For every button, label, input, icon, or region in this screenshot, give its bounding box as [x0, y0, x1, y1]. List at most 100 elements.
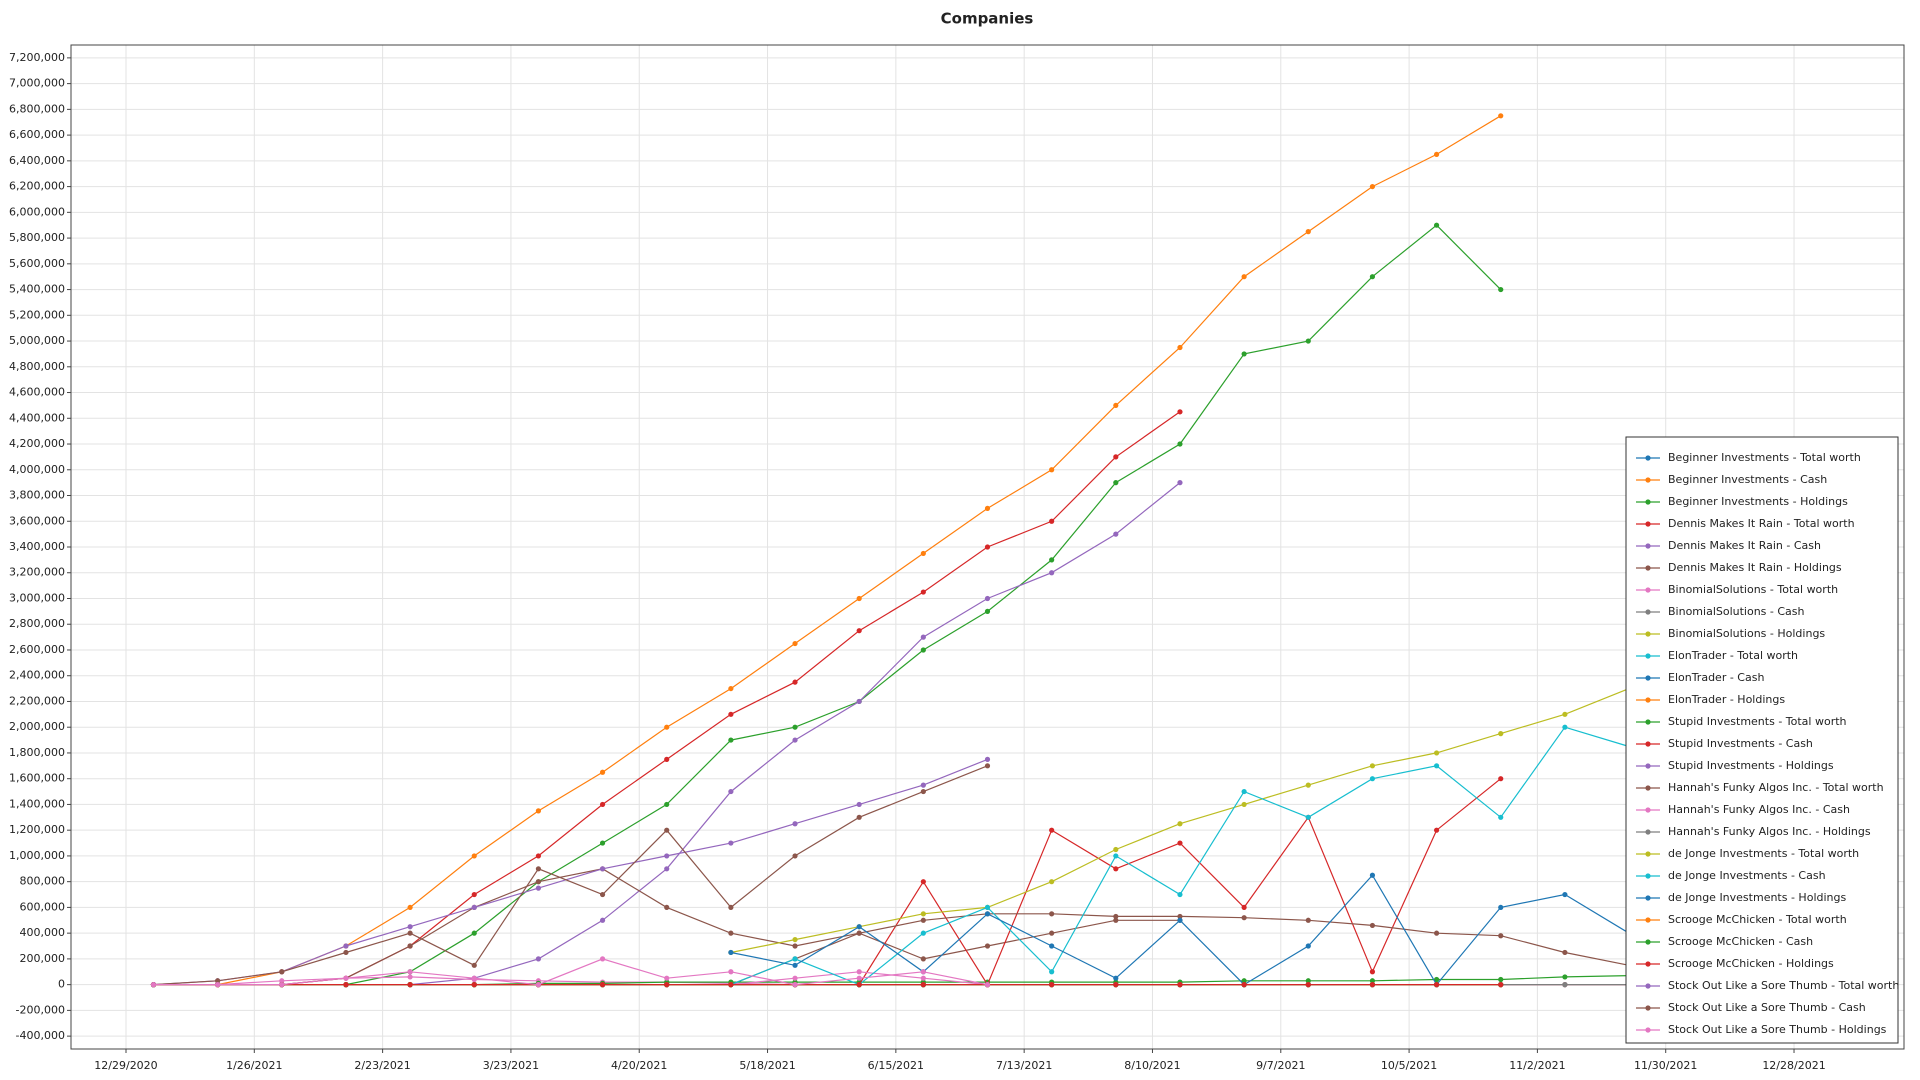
- legend-marker: [1645, 565, 1651, 571]
- point: [1305, 943, 1311, 949]
- point: [920, 634, 926, 640]
- point: [1049, 557, 1055, 563]
- y-tick-label: 800,000: [20, 875, 66, 888]
- point: [664, 853, 670, 859]
- point: [1113, 531, 1119, 537]
- point: [1498, 814, 1504, 820]
- y-tick-label: 400,000: [20, 926, 66, 939]
- point: [1305, 982, 1311, 988]
- legend-label: Dennis Makes It Rain - Total worth: [1668, 517, 1855, 530]
- point: [664, 724, 670, 730]
- point: [1177, 891, 1183, 898]
- y-tick-label: 600,000: [20, 900, 66, 913]
- point: [920, 956, 926, 962]
- point: [1562, 982, 1568, 988]
- x-tick-label: 11/30/2021: [1634, 1059, 1697, 1072]
- point: [728, 904, 734, 911]
- point: [279, 969, 285, 975]
- point: [920, 969, 926, 975]
- y-tick-label: 1,200,000: [9, 823, 65, 836]
- y-tick-label: 4,000,000: [9, 463, 65, 476]
- point: [1113, 853, 1119, 859]
- point: [1177, 441, 1183, 447]
- y-tick-label: 1,400,000: [9, 797, 65, 810]
- point: [856, 969, 862, 975]
- point: [1433, 763, 1440, 769]
- point: [856, 628, 862, 634]
- legend-label: ElonTrader - Holdings: [1668, 693, 1785, 706]
- point: [471, 904, 477, 911]
- point: [1113, 454, 1119, 460]
- point: [1241, 915, 1247, 921]
- point: [792, 724, 798, 730]
- point: [856, 982, 862, 988]
- series-line: [153, 758, 988, 986]
- y-tick-label: 2,200,000: [9, 694, 65, 707]
- y-tick-label: 6,800,000: [9, 102, 65, 115]
- point: [1433, 151, 1440, 158]
- point: [1049, 911, 1055, 917]
- legend-marker: [1645, 499, 1651, 505]
- y-tick-label: 5,600,000: [9, 257, 65, 270]
- y-tick-label: 1,000,000: [9, 849, 65, 862]
- legend-label: de Jonge Investments - Holdings: [1668, 891, 1846, 904]
- point: [792, 956, 798, 962]
- legend-marker: [1645, 653, 1651, 659]
- point: [1498, 933, 1504, 939]
- x-tick-label: 8/10/2021: [1124, 1059, 1180, 1072]
- series-line: [153, 224, 1502, 986]
- legend-label: Stock Out Like a Sore Thumb - Holdings: [1668, 1023, 1887, 1036]
- point: [984, 505, 991, 511]
- point: [279, 982, 285, 988]
- y-tick-label: 5,800,000: [9, 231, 65, 244]
- point: [728, 685, 734, 692]
- point: [856, 698, 862, 705]
- point: [792, 853, 798, 859]
- point: [1562, 711, 1568, 717]
- point: [664, 866, 670, 872]
- point: [1305, 229, 1311, 235]
- legend-label: Stock Out Like a Sore Thumb - Total wort…: [1668, 979, 1899, 992]
- x-tick-label: 11/2/2021: [1509, 1059, 1565, 1072]
- point: [1049, 930, 1055, 936]
- x-tick-label: 6/15/2021: [868, 1059, 924, 1072]
- y-tick-label: 5,400,000: [9, 283, 65, 296]
- point: [343, 975, 349, 981]
- point: [1049, 518, 1055, 524]
- point: [984, 595, 991, 602]
- point: [664, 975, 670, 981]
- point: [1049, 467, 1055, 473]
- legend-label: Scrooge McChicken - Total worth: [1668, 913, 1847, 926]
- y-tick-label: 4,200,000: [9, 437, 65, 450]
- point: [1369, 978, 1376, 984]
- y-tick-label: 7,000,000: [9, 77, 65, 90]
- point: [856, 801, 862, 808]
- point: [1177, 344, 1183, 351]
- series-line: [153, 765, 988, 986]
- point: [1369, 763, 1376, 769]
- point: [1241, 801, 1247, 808]
- grid: -400,000 -200,000 0 200,000 400,000 600,000 80…: [9, 45, 1904, 1072]
- point: [1305, 814, 1311, 820]
- point: [1369, 922, 1376, 929]
- point: [471, 962, 477, 968]
- point: [792, 936, 798, 943]
- point: [728, 788, 734, 795]
- point: [1433, 750, 1440, 756]
- legend-label: Beginner Investments - Holdings: [1668, 495, 1848, 508]
- point: [984, 763, 991, 769]
- point: [1498, 286, 1504, 293]
- y-tick-label: 3,600,000: [9, 514, 65, 527]
- point: [1177, 480, 1183, 486]
- point: [407, 924, 413, 930]
- point: [1241, 351, 1247, 357]
- point: [920, 930, 926, 936]
- point: [1562, 949, 1568, 956]
- point: [599, 769, 606, 775]
- x-tick-label: 2/23/2021: [354, 1059, 410, 1072]
- point: [1113, 917, 1119, 923]
- point: [728, 969, 734, 975]
- y-tick-label: -400,000: [16, 1029, 65, 1042]
- legend-marker: [1645, 873, 1651, 879]
